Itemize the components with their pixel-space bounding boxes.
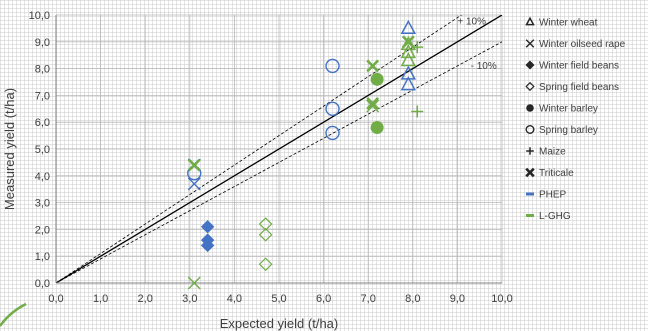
legend: Winter wheat Winter oilseed rape Winter fi… xyxy=(525,16,626,222)
x-tick-label: 2,0 xyxy=(138,293,153,305)
legend-label: Maize xyxy=(539,147,566,158)
axes: 0,0 1,0 2,0 3,0 4,0 5,0 6,0 7,0 8,0 9,0 10,0 0,0 1,0… xyxy=(29,10,513,305)
y-tick-label: 2,0 xyxy=(35,224,50,236)
y-tick-label: 10,0 xyxy=(29,10,50,22)
legend-marker xyxy=(525,124,535,134)
legend-label: Spring field beans xyxy=(539,82,619,93)
reference-line-plus10pct xyxy=(56,15,463,283)
legend-marker xyxy=(525,39,535,48)
reference-line-minus10pct xyxy=(56,41,502,283)
data-points xyxy=(187,19,424,290)
legend-label: Winter oilseed rape xyxy=(539,39,626,50)
corner-accent xyxy=(0,302,27,327)
point-winter-wheat-phep xyxy=(400,19,417,35)
legend-marker xyxy=(525,16,535,26)
legend-label: L-GHG xyxy=(539,211,571,222)
reference-line-1to1 xyxy=(56,15,502,283)
legend-label: Winter barley xyxy=(539,104,598,115)
y-tick-label: 6,0 xyxy=(35,117,50,129)
point-triticale-l-ghg xyxy=(187,158,201,172)
legend-label: Spring barley xyxy=(539,125,598,136)
x-tick-label: 1,0 xyxy=(93,293,108,305)
y-tick-label: 1,0 xyxy=(35,251,50,263)
reference-line-label: - 10% xyxy=(471,61,497,72)
legend-label: Winter field beans xyxy=(539,61,619,72)
point-maize-l-ghg xyxy=(411,105,424,118)
x-tick-label: 8,0 xyxy=(405,293,420,305)
point-winter-field-beans-phep xyxy=(200,220,215,234)
y-tick-label: 7,0 xyxy=(35,90,50,102)
point-winter-barley-l-ghg xyxy=(370,72,384,86)
point-winter-wheat-phep xyxy=(400,76,417,91)
x-tick-label: 10,0 xyxy=(491,293,512,305)
point-winter-barley-l-ghg xyxy=(370,121,384,135)
legend-marker xyxy=(526,104,534,112)
y-tick-label: 3,0 xyxy=(35,198,50,210)
point-winter-field-beans-phep xyxy=(200,238,215,253)
y-tick-label: 8,0 xyxy=(35,64,50,76)
point-triticale-l-ghg xyxy=(401,35,415,49)
y-tick-label: 5,0 xyxy=(35,144,50,156)
x-tick-label: 3,0 xyxy=(182,293,197,305)
point-spring-barley-phep xyxy=(325,125,340,141)
point-winter-wheat-l-ghg xyxy=(400,43,417,59)
reference-lines xyxy=(56,15,502,283)
legend-marker xyxy=(525,167,535,178)
x-tick-label: 9,0 xyxy=(450,293,465,305)
x-tick-label: 4,0 xyxy=(227,293,242,305)
point-triticale-l-ghg xyxy=(366,97,380,110)
x-tick-label: 0,0 xyxy=(48,293,63,305)
reference-line-label: + 10% xyxy=(457,16,486,27)
point-winter-oilseed-rape-l-ghg xyxy=(366,99,380,113)
point-spring-field-beans-l-ghg xyxy=(258,227,273,242)
point-spring-field-beans-l-ghg xyxy=(258,257,273,272)
point-winter-oilseed-rape-phep xyxy=(187,177,201,191)
legend-marker xyxy=(525,81,535,92)
legend-label: Winter wheat xyxy=(539,18,598,29)
point-spring-barley-phep xyxy=(325,58,340,74)
y-tick-label: 0,0 xyxy=(35,278,50,290)
point-winter-wheat-l-ghg xyxy=(400,51,417,67)
legend-label: PHEP xyxy=(539,190,567,201)
x-axis-title: Expected yield (t/ha) xyxy=(220,316,339,331)
x-tick-label: 6,0 xyxy=(316,293,331,305)
y-tick-label: 4,0 xyxy=(35,171,50,183)
x-tick-label: 5,0 xyxy=(271,293,286,305)
x-tick-label: 7,0 xyxy=(361,293,376,305)
point-spring-barley-phep xyxy=(325,101,340,117)
point-spring-field-beans-l-ghg xyxy=(258,217,273,231)
y-tick-label: 9,0 xyxy=(35,37,50,49)
legend-marker xyxy=(525,60,535,70)
legend-marker xyxy=(526,147,534,155)
legend-label: Triticale xyxy=(539,168,574,179)
point-winter-oilseed-rape-l-ghg xyxy=(187,276,201,290)
point-triticale-l-ghg xyxy=(366,59,380,73)
y-axis-title: Measured yield (t/ha) xyxy=(2,88,17,210)
